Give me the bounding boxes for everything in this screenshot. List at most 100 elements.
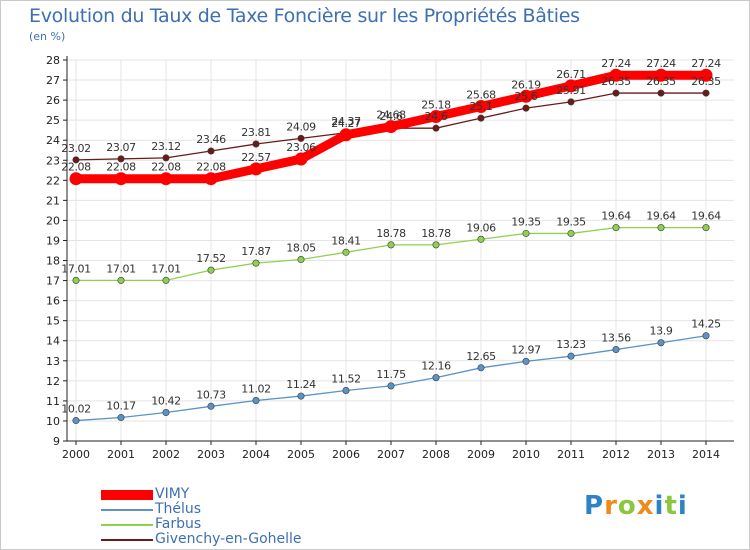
data-point-vimy [429,110,443,124]
y-tick-label: 12 [46,375,60,388]
data-point-thelus [477,364,485,372]
data-label-thelus: 11.02 [241,382,271,395]
legend-label-thelus: Thélus [155,501,202,517]
data-point-givenchy-en-gohelle [117,155,125,163]
data-point-givenchy-en-gohelle [522,104,530,112]
x-tick-label: 2005 [287,448,315,461]
legend-swatch-vimy [101,489,153,500]
data-label-farbus: 17.87 [241,245,271,258]
data-point-thelus [297,392,305,400]
data-point-thelus [702,332,710,340]
data-label-givenchy-en-gohelle: 26.35 [646,75,676,88]
data-label-thelus: 10.17 [106,400,136,413]
data-point-thelus [387,382,395,390]
x-tick-label: 2011 [557,448,585,461]
data-point-thelus [252,396,260,404]
data-label-givenchy-en-gohelle: 23.02 [61,142,91,155]
data-point-givenchy-en-gohelle [432,124,440,132]
data-label-farbus: 18.78 [421,227,451,240]
data-point-givenchy-en-gohelle [657,89,665,97]
data-label-thelus: 14.25 [691,318,721,331]
data-point-thelus [657,339,665,347]
y-tick-label: 19 [46,234,60,247]
y-tick-label: 17 [46,275,60,288]
data-point-vimy [114,172,128,186]
x-tick-label: 2013 [647,448,675,461]
data-label-vimy: 22.08 [106,161,136,174]
data-label-vimy: 22.08 [196,161,226,174]
data-label-vimy: 26.19 [511,78,541,91]
data-label-vimy: 22.57 [241,151,271,164]
data-point-farbus [297,256,305,264]
data-label-vimy: 22.08 [151,161,181,174]
data-point-thelus [162,409,170,417]
y-tick-label: 16 [46,295,60,308]
data-point-vimy [249,162,263,176]
data-point-vimy [474,100,488,114]
data-point-vimy [339,128,353,142]
logo-letter: r [604,491,618,521]
data-point-vimy [654,68,668,82]
data-label-thelus: 13.23 [556,338,586,351]
data-label-givenchy-en-gohelle: 25.91 [556,84,586,97]
data-label-farbus: 19.06 [466,221,496,234]
data-point-farbus [477,235,485,243]
legend-swatch-givenchy [101,538,153,541]
data-label-givenchy-en-gohelle: 23.81 [241,126,271,139]
data-label-farbus: 19.35 [556,215,586,228]
data-label-vimy: 27.24 [691,57,721,70]
data-point-thelus [522,357,530,365]
data-label-vimy: 25.68 [466,89,496,102]
data-label-vimy: 26.71 [556,68,586,81]
x-tick-label: 2007 [377,448,405,461]
y-tick-label: 20 [46,214,60,227]
data-label-givenchy-en-gohelle: 26.35 [691,75,721,88]
data-point-vimy [609,68,623,82]
data-point-thelus [342,386,350,394]
data-label-givenchy-en-gohelle: 24.09 [286,120,316,133]
logo-letter: i [654,491,665,521]
x-tick-label: 2002 [152,448,180,461]
data-label-farbus: 19.64 [601,210,631,223]
data-label-farbus: 17.52 [196,252,226,265]
x-tick-label: 2009 [467,448,495,461]
data-point-farbus [342,248,350,256]
y-tick-label: 13 [46,355,60,368]
data-point-farbus [117,276,125,284]
data-label-thelus: 10.02 [61,403,91,416]
data-label-farbus: 18.41 [331,234,361,247]
data-label-farbus: 17.01 [61,262,91,275]
data-label-givenchy-en-gohelle: 23.12 [151,140,181,153]
data-label-thelus: 10.73 [196,388,226,401]
data-label-vimy: 27.24 [646,57,676,70]
data-label-thelus: 12.97 [511,343,541,356]
data-point-vimy [204,172,218,186]
data-label-farbus: 19.35 [511,215,541,228]
y-tick-label: 18 [46,255,60,268]
data-label-vimy: 22.08 [61,161,91,174]
data-point-givenchy-en-gohelle [477,114,485,122]
data-label-givenchy-en-gohelle: 24.37 [331,115,361,128]
y-tick-label: 27 [46,74,60,87]
y-tick-label: 25 [46,114,60,127]
legend-item-givenchy: Givenchy-en-Gohelle [101,532,302,547]
data-label-givenchy-en-gohelle: 24.6 [425,110,448,123]
data-point-vimy [564,79,578,93]
data-point-farbus [72,276,80,284]
data-label-farbus: 17.01 [106,262,136,275]
data-label-farbus: 18.05 [286,242,316,255]
y-tick-label: 23 [46,154,60,167]
data-label-vimy: 24.68 [376,109,406,122]
data-label-vimy: 24.27 [331,117,361,130]
data-point-givenchy-en-gohelle [162,154,170,162]
data-point-thelus [117,414,125,422]
data-label-thelus: 12.16 [421,360,451,373]
data-point-vimy [69,172,83,186]
legend-swatch-thelus [101,508,153,511]
data-label-givenchy-en-gohelle: 24.6 [380,110,403,123]
data-point-givenchy-en-gohelle [252,140,260,148]
x-tick-label: 2012 [602,448,630,461]
x-tick-label: 2006 [332,448,360,461]
data-point-vimy [699,68,713,82]
data-point-farbus [657,224,665,232]
